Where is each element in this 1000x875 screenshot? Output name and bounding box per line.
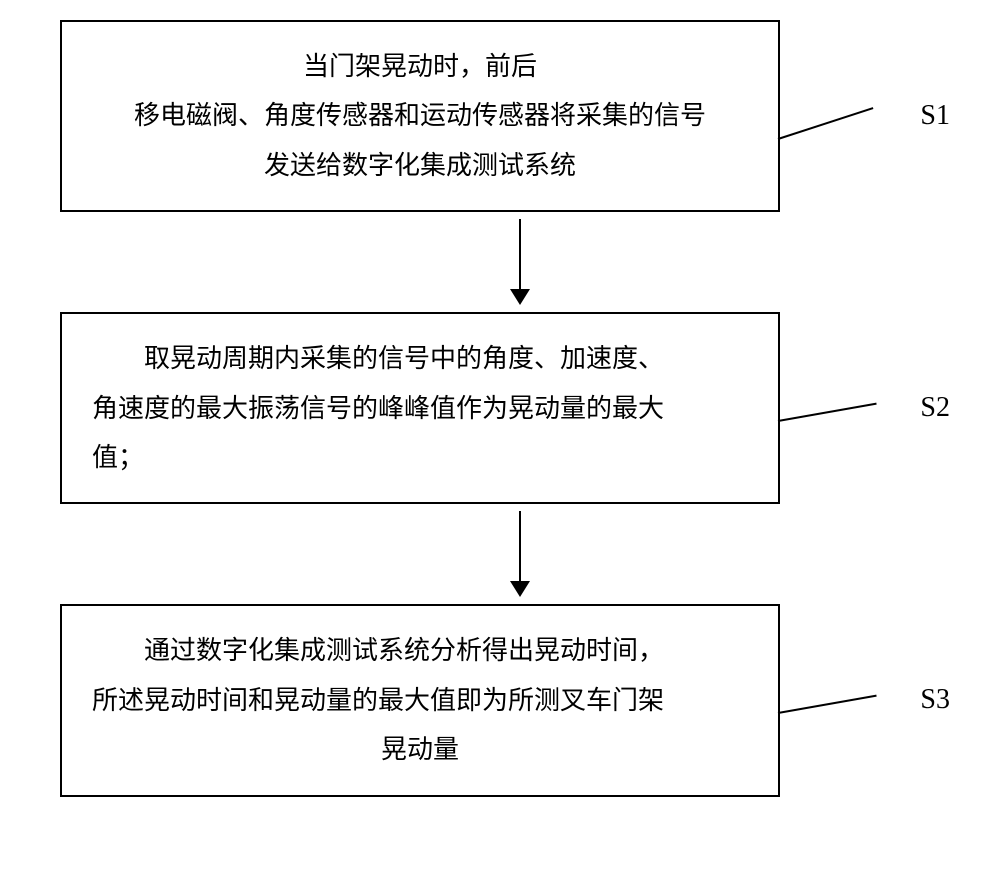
leader-line-s3 (778, 695, 877, 714)
step-label-s1: S1 (920, 100, 980, 132)
step-s2-line3: 值； (92, 433, 748, 482)
step-box-s2: 取晃动周期内采集的信号中的角度、加速度、 角速度的最大振荡信号的峰峰值作为晃动量… (60, 312, 780, 504)
step-s3-line3: 晃动量 (92, 725, 748, 774)
step-box-s3: 通过数字化集成测试系统分析得出晃动时间， 所述晃动时间和晃动量的最大值即为所测叉… (60, 604, 780, 796)
arrow-line (519, 511, 521, 581)
step-s1-line1: 当门架晃动时，前后 (92, 42, 748, 91)
leader-line-s1 (778, 107, 874, 140)
step-row-s2: 取晃动周期内采集的信号中的角度、加速度、 角速度的最大振荡信号的峰峰值作为晃动量… (60, 312, 980, 504)
arrow-s2-s3 (160, 504, 880, 604)
flowchart-container: 当门架晃动时，前后 移电磁阀、角度传感器和运动传感器将采集的信号 发送给数字化集… (20, 20, 980, 797)
step-row-s1: 当门架晃动时，前后 移电磁阀、角度传感器和运动传感器将采集的信号 发送给数字化集… (60, 20, 980, 212)
step-s1-line2: 移电磁阀、角度传感器和运动传感器将采集的信号 (92, 91, 748, 140)
arrow-head-icon (510, 289, 530, 305)
arrow-head-icon (510, 581, 530, 597)
step-s3-line2: 所述晃动时间和晃动量的最大值即为所测叉车门架 (92, 676, 748, 725)
step-s2-line2: 角速度的最大振荡信号的峰峰值作为晃动量的最大 (92, 384, 748, 433)
step-s2-line1: 取晃动周期内采集的信号中的角度、加速度、 (92, 334, 748, 383)
arrow-line (519, 219, 521, 289)
step-s1-line3: 发送给数字化集成测试系统 (92, 141, 748, 190)
step-row-s3: 通过数字化集成测试系统分析得出晃动时间， 所述晃动时间和晃动量的最大值即为所测叉… (60, 604, 980, 796)
leader-line-s2 (778, 402, 877, 421)
step-label-s3: S3 (920, 684, 980, 716)
step-box-s1: 当门架晃动时，前后 移电磁阀、角度传感器和运动传感器将采集的信号 发送给数字化集… (60, 20, 780, 212)
step-label-s2: S2 (920, 392, 980, 424)
arrow-s1-s2 (160, 212, 880, 312)
step-s3-line1: 通过数字化集成测试系统分析得出晃动时间， (92, 626, 748, 675)
